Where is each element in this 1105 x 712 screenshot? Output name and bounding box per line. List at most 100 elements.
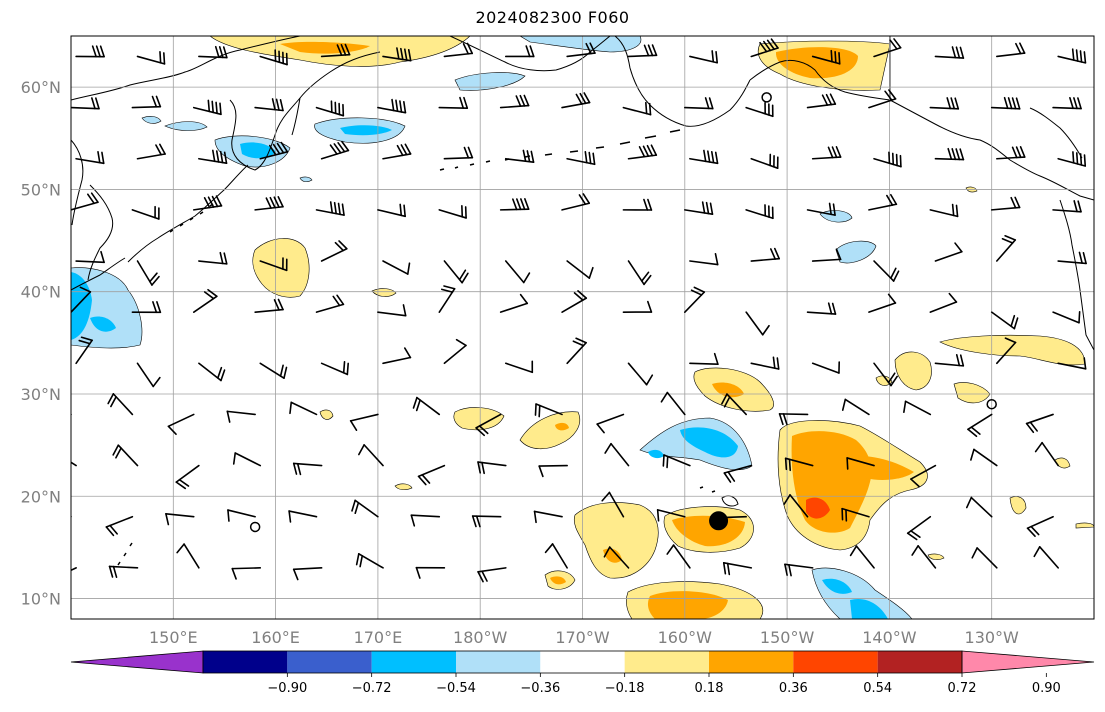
wind-barb: [660, 391, 686, 416]
wind-barb: [841, 398, 870, 416]
wind-barb: [477, 567, 507, 583]
wind-barb: [377, 304, 407, 317]
wind-barb: [873, 151, 902, 168]
wind-barb: [198, 45, 228, 59]
lon-tick-label: 150°W: [760, 628, 815, 647]
wind-barb: [1057, 251, 1087, 265]
wind-barb: [566, 150, 596, 166]
wind-barb: [176, 543, 200, 569]
wind-barb: [970, 448, 998, 467]
wind-barb: [683, 201, 714, 215]
wind-barb: [254, 98, 284, 112]
wind-barb: [438, 204, 467, 219]
wind-barb: [198, 149, 228, 165]
lon-tick-label: 140°W: [862, 628, 917, 647]
wind-barb: [533, 510, 563, 524]
wind-barb: [566, 337, 587, 365]
wind-barb: [471, 515, 502, 528]
colorbar-segment: [371, 651, 456, 673]
colorbar-label: −0.72: [352, 681, 392, 696]
wind-barb: [475, 413, 502, 437]
wind-barb: [192, 195, 223, 211]
wind-barb: [377, 203, 406, 218]
wind-barb: [689, 149, 719, 165]
wind-barb: [906, 515, 932, 541]
wind-barb: [499, 198, 530, 211]
wind-barb: [198, 251, 228, 265]
wind-barb: [351, 499, 379, 518]
wind-barb: [382, 143, 412, 160]
wind-barb: [443, 42, 474, 58]
lat-tick-label: 60°N: [21, 78, 61, 97]
wind-barb: [627, 44, 658, 58]
wind-barb: [165, 513, 195, 526]
wind-barb: [175, 464, 200, 490]
wind-barb: [259, 362, 288, 379]
wind-barb: [929, 97, 960, 110]
wind-barb: [131, 301, 162, 314]
wind-barb: [627, 260, 652, 286]
colorbar: −0.90 −0.72 −0.54 −0.36 −0.18 0.18 0.36 0.54 0.7…: [70, 650, 1095, 696]
wind-barb: [320, 361, 350, 376]
map-title: 2024082300 F060: [475, 8, 630, 27]
wind-barb: [996, 337, 1017, 365]
wind-barb: [996, 146, 1026, 160]
wind-barb: [929, 203, 959, 218]
wind-barb: [231, 567, 262, 580]
wind-barb: [315, 201, 345, 216]
wind-barb: [504, 45, 535, 58]
wind-barb: [934, 354, 965, 367]
wind-barb: [71, 192, 99, 211]
wind-barb: [811, 49, 841, 65]
wind-barb: [1034, 441, 1059, 467]
wind-barb: [1033, 546, 1059, 569]
wind-barb: [627, 362, 654, 386]
map-frame: [70, 35, 1095, 620]
wind-barb: [112, 444, 139, 467]
wind-barb: [683, 97, 714, 110]
wind-barb: [745, 102, 774, 118]
station-marker: [986, 398, 997, 410]
station-marker: [761, 92, 772, 103]
wind-barb: [841, 507, 870, 522]
wind-barb: [71, 97, 100, 110]
wind-barb: [965, 496, 993, 518]
lon-tick-label: 160°W: [658, 628, 713, 647]
wind-barb: [198, 362, 226, 382]
wind-barb: [934, 46, 965, 59]
colorbar-extend-low: [70, 650, 204, 674]
wind-barb: [1052, 200, 1082, 213]
lon-tick-label: 130°W: [965, 628, 1020, 647]
wind-barb: [903, 400, 932, 416]
colorbar-label: −0.18: [605, 681, 645, 696]
wind-barb: [784, 457, 814, 472]
wind-barb: [873, 38, 902, 58]
wind-barb: [622, 300, 653, 313]
wind-barb: [71, 413, 72, 416]
wind-barb: [622, 101, 652, 116]
wind-barb: [784, 563, 814, 577]
wind-barb: [443, 338, 467, 365]
markers: [249, 92, 997, 533]
wind-barb: [750, 153, 779, 169]
colorbar-label: 0.36: [779, 681, 808, 696]
wind-barb: [232, 452, 262, 467]
wind-barb: [1052, 310, 1081, 324]
wind-barb: [873, 260, 900, 282]
colorbar-segment: [877, 651, 962, 673]
colorbar-label: −0.90: [267, 681, 307, 696]
lon-tick-label: 160°E: [251, 628, 300, 647]
wind-barb: [377, 98, 407, 114]
wind-barb: [967, 413, 993, 438]
wind-barb: [1025, 413, 1054, 434]
wind-barb: [911, 545, 937, 569]
wind-barb: [315, 294, 345, 313]
latitude-labels: 60°N 50°N 40°N 30°N 20°N 10°N: [21, 78, 61, 608]
wind-barb: [929, 292, 958, 313]
colorbar-segment: [456, 651, 541, 673]
wind-barb: [254, 196, 284, 211]
wind-barb: [499, 94, 530, 109]
wind-barb: [868, 293, 897, 313]
lat-tick-label: 10°N: [21, 590, 61, 609]
